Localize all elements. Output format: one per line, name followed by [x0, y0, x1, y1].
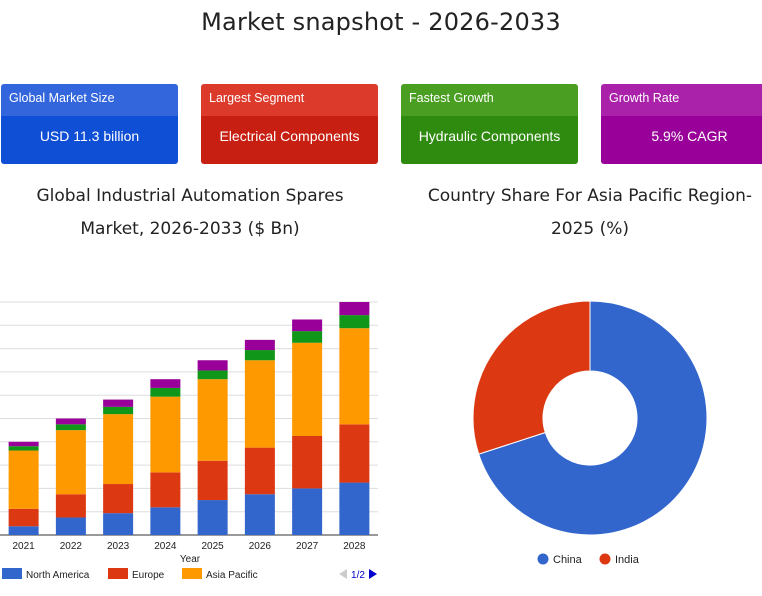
pager-prev-icon[interactable] [339, 569, 347, 579]
x-tick-label: 2027 [296, 541, 319, 552]
donut-chart: China India [472, 300, 708, 566]
pager-next-icon[interactable] [369, 569, 377, 579]
bar-segment [103, 399, 134, 407]
x-tick-label: 2025 [202, 541, 225, 552]
x-tick-label: 2028 [343, 541, 366, 552]
legend-swatch [182, 568, 202, 579]
bar-chart: 2021 2022 2023 2024 2025 2026 2027 2028 Year Nort… [0, 301, 378, 581]
bar-segment [197, 460, 228, 501]
bar-segment [8, 450, 39, 509]
bar-segment [244, 350, 275, 361]
donut-chart-title-line2: 2025 (%) [550, 219, 630, 239]
bar-segment [55, 418, 86, 425]
donut-slice-india [472, 300, 591, 455]
bar-segment [150, 387, 181, 397]
bar-segment [244, 339, 275, 351]
bar-segment [150, 507, 181, 535]
bar-segment [244, 494, 275, 535]
bar-segment [103, 484, 134, 514]
legend-label: Europe [132, 570, 165, 581]
bar-segment [292, 342, 323, 436]
legend-label: North America [26, 570, 90, 581]
bar-segment [292, 319, 323, 332]
bar-segment [8, 526, 39, 535]
bar-segment [150, 472, 181, 508]
card-market-size: Global Market Size USD 11.3 billion [1, 84, 178, 164]
card-fastest-growth: Fastest Growth Hydraulic Components [401, 84, 578, 164]
card-label: Growth Rate [601, 84, 762, 116]
card-label: Global Market Size [1, 84, 178, 116]
pager-label: 1/2 [351, 570, 365, 581]
card-largest-segment: Largest Segment Electrical Components [201, 84, 378, 164]
legend-swatch [108, 568, 128, 579]
bar-segment [244, 447, 275, 495]
bar-segment [8, 446, 39, 451]
bar-segment [339, 302, 370, 316]
bar-chart-title-line1: Global Industrial Automation Spares [36, 186, 344, 206]
donut-slice-china [478, 300, 708, 536]
bar-segment [197, 360, 228, 371]
bar-segment [339, 482, 370, 535]
x-tick-label: 2023 [107, 541, 130, 552]
page-title: Market snapshot - 2026-2033 [201, 8, 561, 36]
donut-chart-title-line1: Country Share For Asia Pacific Region- [427, 186, 753, 206]
legend-dot [599, 553, 611, 565]
bar-segment [197, 370, 228, 380]
card-value: Electrical Components [201, 116, 378, 164]
x-axis-label: Year [180, 554, 201, 565]
bar-segment [197, 500, 228, 535]
bar-segment [339, 315, 370, 329]
bar-segment [8, 508, 39, 527]
donut-chart-title: Country Share For Asia Pacific Region- 2… [400, 180, 762, 246]
card-value: Hydraulic Components [401, 116, 578, 164]
bar-segment [103, 513, 134, 535]
bar-segment [55, 517, 86, 535]
bar-chart-title-line2: Market, 2026-2033 ($ Bn) [80, 219, 300, 239]
bar-segment [292, 331, 323, 343]
card-label: Fastest Growth [401, 84, 578, 116]
legend-label: China [553, 554, 583, 566]
card-growth-rate: Growth Rate 5.9% CAGR [601, 84, 762, 164]
bar-segment [292, 435, 323, 489]
bar-segment [339, 328, 370, 425]
x-tick-label: 2024 [154, 541, 177, 552]
bar-segment [150, 396, 181, 473]
bar-segment [8, 441, 39, 447]
bar-segment [292, 488, 323, 535]
bar-segment [103, 406, 134, 415]
legend-label: India [615, 554, 640, 566]
bar-segment [103, 414, 134, 485]
x-tick-label: 2022 [60, 541, 83, 552]
bar-segment [339, 424, 370, 483]
legend-dot [537, 553, 549, 565]
bar-chart-title: Global Industrial Automation Spares Mark… [0, 180, 380, 246]
bar-segment [55, 430, 86, 495]
x-tick-label: 2026 [249, 541, 272, 552]
bar-segment [244, 360, 275, 448]
legend-swatch [2, 568, 22, 579]
legend-label: Asia Pacific [206, 570, 258, 581]
card-value: 5.9% CAGR [601, 116, 762, 164]
card-value: USD 11.3 billion [1, 116, 178, 164]
card-label: Largest Segment [201, 84, 378, 116]
x-tick-label: 2021 [13, 541, 36, 552]
bar-segment [55, 494, 86, 518]
bar-segment [150, 379, 181, 388]
bar-segment [197, 379, 228, 461]
bar-segment [55, 424, 86, 431]
